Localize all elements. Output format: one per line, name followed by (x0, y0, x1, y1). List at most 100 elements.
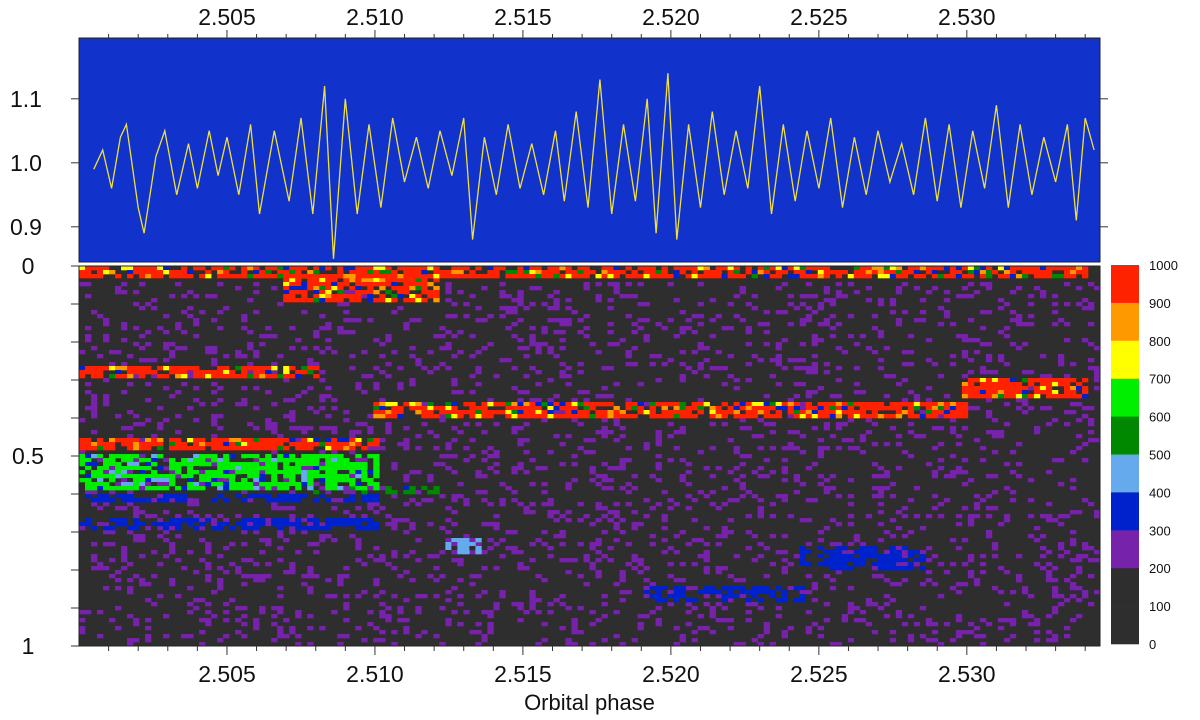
heatmap-cell (757, 466, 764, 471)
heatmap-cell (295, 526, 302, 531)
heatmap-cell (319, 474, 326, 479)
heatmap-cell (349, 430, 356, 435)
heatmap-cell (367, 286, 374, 291)
heatmap-cell (805, 498, 813, 503)
heatmap-cell (319, 278, 326, 283)
heatmap-cell (283, 294, 290, 299)
heatmap-cell (763, 422, 770, 427)
heatmap-cell (907, 546, 915, 551)
heatmap-cell (367, 526, 374, 531)
heatmap-cell (469, 550, 476, 555)
heatmap-cell (823, 490, 831, 495)
heatmap-cell (601, 414, 608, 419)
heatmap-cell (295, 458, 302, 463)
heatmap-cell (847, 402, 855, 407)
heatmap-cell (319, 534, 326, 539)
heatmap-cell (241, 466, 248, 471)
heatmap-cell (685, 414, 692, 419)
heatmap-cell (439, 334, 446, 339)
heatmap-cell (289, 470, 296, 475)
heatmap-cell (175, 446, 182, 451)
heatmap-cell (319, 426, 326, 431)
heatmap-cell (541, 274, 548, 279)
heatmap-cell (199, 486, 206, 491)
heatmap-cell (445, 546, 452, 551)
heatmap-cell (661, 590, 668, 595)
heatmap-cell (499, 266, 506, 271)
heatmap-cell (625, 490, 632, 495)
heatmap-cell (739, 486, 746, 491)
heatmap-cell (349, 330, 356, 335)
heatmap-cell (115, 290, 122, 295)
heatmap-cell (745, 414, 752, 419)
heatmap-cell (127, 638, 134, 643)
heatmap-cell (133, 454, 140, 459)
heatmap-cell (925, 638, 933, 643)
heatmap-cell (325, 414, 332, 419)
heatmap-cell (577, 502, 584, 507)
heatmap-cell (223, 438, 230, 443)
heatmap-cell (889, 630, 897, 635)
heatmap-cell (331, 446, 338, 451)
heatmap-cell (517, 438, 524, 443)
heatmap-cell (1027, 498, 1035, 503)
heatmap-cell (805, 518, 813, 523)
heatmap-cell (559, 410, 566, 415)
heatmap-cell (121, 266, 128, 271)
heatmap-cell (517, 402, 524, 407)
heatmap-cell (109, 522, 116, 527)
heatmap-cell (265, 494, 272, 499)
heatmap-cell (319, 442, 326, 447)
heatmap-cell (487, 502, 494, 507)
heatmap-cell (193, 458, 200, 463)
heatmap-cell (703, 594, 710, 599)
heatmap-cell (265, 390, 272, 395)
heatmap-cell (1093, 514, 1101, 519)
heatmap-cell (901, 282, 909, 287)
heatmap-cell (1069, 270, 1077, 275)
heatmap-cell (817, 446, 825, 451)
heatmap-cell (691, 270, 698, 275)
heatmap-cell (919, 554, 927, 559)
heatmap-cell (223, 634, 230, 639)
heatmap-cell (97, 446, 104, 451)
heatmap-cell (325, 474, 332, 479)
heatmap-cell (385, 282, 392, 287)
heatmap-cell (559, 402, 566, 407)
heatmap-cell (1081, 458, 1089, 463)
heatmap-cell (337, 454, 344, 459)
heatmap-cell (793, 366, 801, 371)
heatmap-cell (115, 470, 122, 475)
heatmap-cell (253, 462, 260, 467)
heatmap-cell (883, 530, 891, 535)
heatmap-cell (343, 566, 350, 571)
heatmap-cell (313, 278, 320, 283)
heatmap-cell (121, 486, 128, 491)
heatmap-cell (313, 526, 320, 531)
heatmap-cell (313, 498, 320, 503)
heatmap-cell (757, 358, 764, 363)
heatmap-cell (367, 430, 374, 435)
heatmap-cell (265, 458, 272, 463)
heatmap-cell (217, 462, 224, 467)
heatmap-cell (817, 402, 825, 407)
heatmap-cell (697, 346, 704, 351)
heatmap-cell (205, 562, 212, 567)
heatmap-cell (877, 562, 885, 567)
heatmap-cell (91, 518, 98, 523)
heatmap-cell (121, 474, 128, 479)
heatmap-cell (835, 570, 843, 575)
heatmap-cell (1063, 550, 1071, 555)
heatmap-cell (547, 398, 554, 403)
heatmap-cell (823, 402, 831, 407)
heatmap-cell (883, 442, 891, 447)
heatmap-cell (349, 518, 356, 523)
heatmap-cell (541, 622, 548, 627)
heatmap-cell (781, 282, 788, 287)
heatmap-cell (1051, 322, 1059, 327)
heatmap-cell (349, 526, 356, 531)
heatmap-cell (871, 422, 879, 427)
heatmap-cell (271, 638, 278, 643)
heatmap-cell (889, 298, 897, 303)
heatmap-cell (433, 414, 440, 419)
